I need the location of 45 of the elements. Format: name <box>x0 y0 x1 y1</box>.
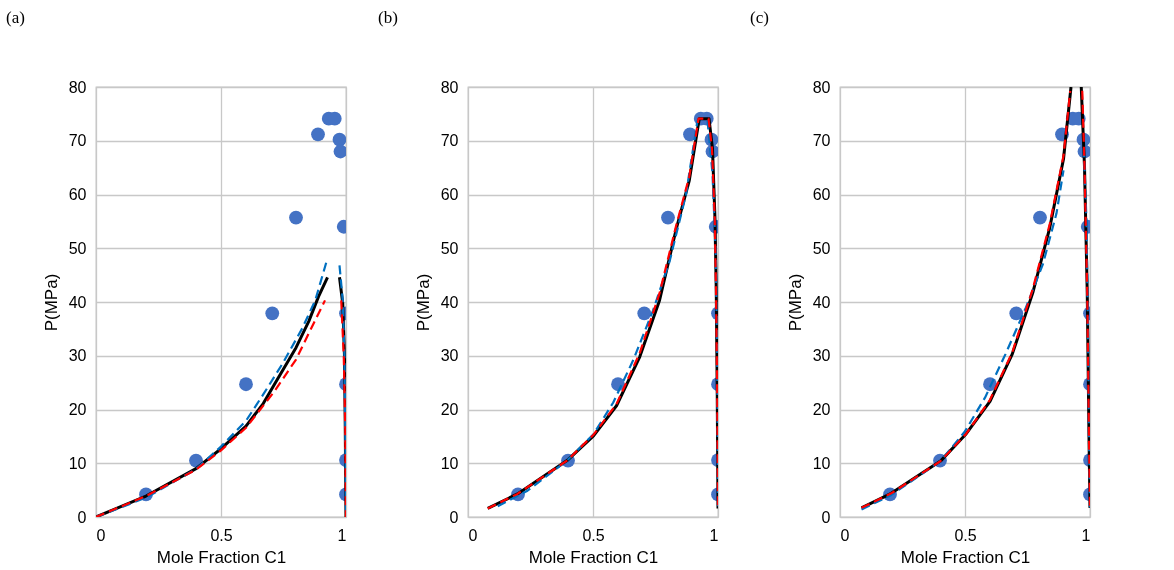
y-tick-label: 40 <box>68 293 87 311</box>
x-tick-label: 0 <box>468 526 478 544</box>
y-tick-label: 80 <box>812 78 831 96</box>
y-axis-title: P(MPa) <box>785 273 805 332</box>
y-tick-label: 30 <box>68 347 87 365</box>
y-tick-label: 0 <box>449 508 459 526</box>
y-tick-label: 50 <box>440 239 459 257</box>
y-tick-label: 80 <box>68 78 87 96</box>
y-axis-title: P(MPa) <box>41 273 61 332</box>
chart-title: (b) <box>378 8 398 27</box>
x-axis-title: Mole Fraction C1 <box>900 547 1031 567</box>
y-tick-label: 50 <box>812 239 831 257</box>
y-tick-label: 10 <box>812 454 831 472</box>
y-tick-label: 60 <box>440 186 459 203</box>
x-axis-title: Mole Fraction C1 <box>528 547 659 567</box>
x-tick-label: 1 <box>1081 526 1091 544</box>
y-tick-label: 70 <box>812 132 831 150</box>
y-tick-label: 20 <box>812 401 831 418</box>
x-tick-label: 0 <box>840 526 850 544</box>
y-tick-label: 40 <box>812 293 831 311</box>
x-axis-title: Mole Fraction C1 <box>156 547 287 567</box>
y-tick-label: 0 <box>821 508 831 526</box>
y-tick-label: 80 <box>440 78 459 96</box>
y-tick-label: 50 <box>68 239 87 257</box>
x-tick-label: 1 <box>709 526 719 544</box>
y-axis-title: P(MPa) <box>413 273 433 332</box>
chart-title: (a) <box>6 8 25 27</box>
x-tick-label: 0.5 <box>582 526 605 544</box>
y-tick-label: 10 <box>68 454 87 472</box>
x-tick-label: 0.5 <box>210 526 233 544</box>
x-tick-label: 0 <box>96 526 106 544</box>
y-tick-label: 0 <box>77 508 87 526</box>
chart-title: (c) <box>750 8 769 27</box>
x-tick-label: 0.5 <box>954 526 977 544</box>
y-tick-label: 70 <box>68 132 87 150</box>
y-tick-label: 70 <box>440 132 459 150</box>
y-tick-label: 60 <box>68 186 87 203</box>
y-tick-label: 10 <box>440 454 459 472</box>
y-tick-label: 20 <box>68 401 87 418</box>
y-tick-label: 60 <box>812 186 831 203</box>
x-tick-label: 1 <box>337 526 347 544</box>
y-tick-label: 40 <box>440 293 459 311</box>
y-tick-label: 20 <box>440 401 459 418</box>
y-tick-label: 30 <box>812 347 831 365</box>
y-tick-label: 30 <box>440 347 459 365</box>
